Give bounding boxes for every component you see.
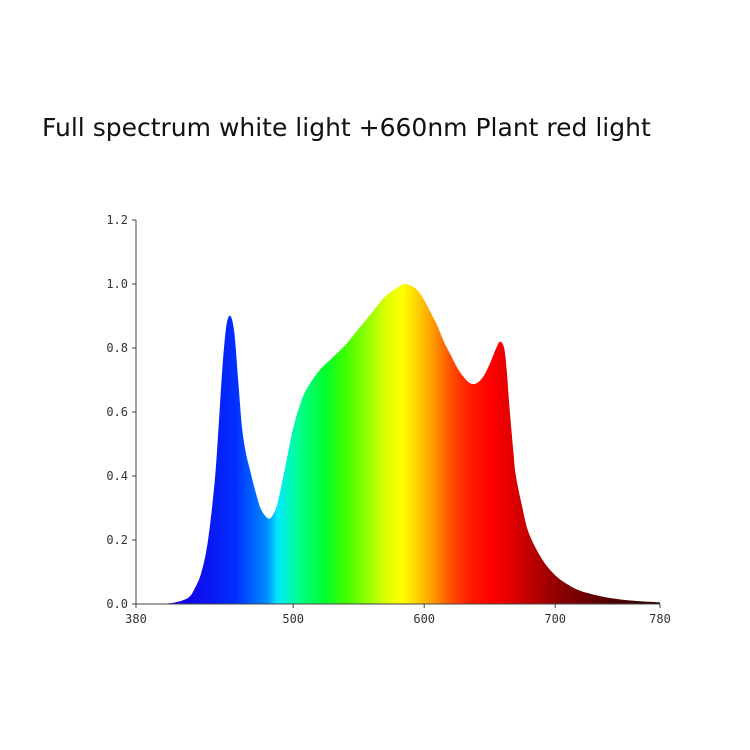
y-tick-label: 0.0: [106, 597, 128, 611]
x-tick-label: 500: [282, 612, 304, 626]
x-tick-label: 780: [649, 612, 671, 626]
y-tick-label: 1.0: [106, 277, 128, 291]
x-tick-label: 700: [544, 612, 566, 626]
x-axis: 380 500 600 700 780: [125, 603, 671, 626]
spectrum-area: [136, 283, 660, 604]
y-tick-label: 0.6: [106, 405, 128, 419]
y-tick-label: 0.8: [106, 341, 128, 355]
chart-title: Full spectrum white light +660nm Plant r…: [42, 113, 651, 142]
y-tick-label: 0.2: [106, 533, 128, 547]
y-tick-label: 0.4: [106, 469, 128, 483]
x-tick-label: 380: [125, 612, 147, 626]
x-tick-label: 600: [413, 612, 435, 626]
y-axis: 0.0 0.2 0.4 0.6 0.8 1.0 1.2: [106, 213, 137, 611]
y-tick-label: 1.2: [106, 213, 128, 227]
